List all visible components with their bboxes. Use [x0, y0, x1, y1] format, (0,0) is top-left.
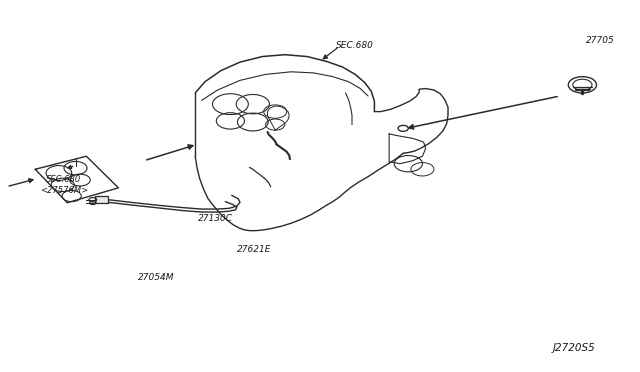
- Text: SEC.680
<27576M>: SEC.680 <27576M>: [40, 175, 88, 195]
- Text: 27054M: 27054M: [138, 273, 174, 282]
- Text: SEC.680: SEC.680: [336, 41, 374, 50]
- Text: J2720S5: J2720S5: [552, 343, 595, 353]
- Bar: [95, 196, 108, 203]
- Text: 27705: 27705: [586, 36, 614, 45]
- Text: 27621E: 27621E: [237, 245, 271, 254]
- Text: 27130C: 27130C: [198, 214, 234, 223]
